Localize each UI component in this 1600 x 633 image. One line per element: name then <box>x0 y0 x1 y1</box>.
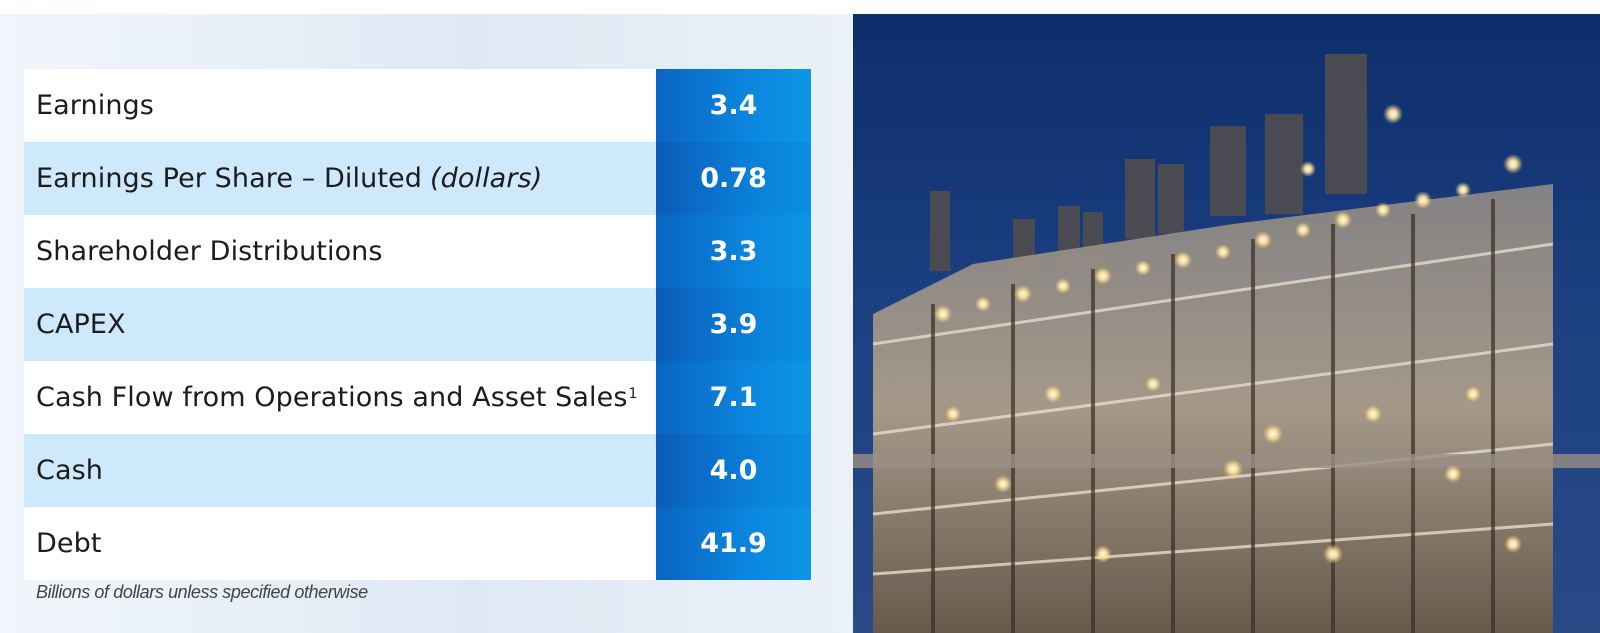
table-row: Cash Flow from Operations and Asset Sale… <box>24 361 834 434</box>
row-value: 3.4 <box>656 69 811 142</box>
refinery-illustration <box>853 14 1600 633</box>
footnote-marker: 1 <box>628 385 638 402</box>
table-row: Cash 4.0 <box>24 434 834 507</box>
row-label: Earnings Per Share – Diluted (dollars) <box>24 142 656 215</box>
table-row: Debt 41.9 <box>24 507 834 580</box>
row-value: 3.9 <box>656 288 811 361</box>
row-label: Shareholder Distributions <box>24 215 656 288</box>
row-value: 4.0 <box>656 434 811 507</box>
row-value: 7.1 <box>656 361 811 434</box>
table-row: CAPEX 3.9 <box>24 288 834 361</box>
refinery-photo <box>853 14 1600 633</box>
row-label: Earnings <box>24 69 656 142</box>
row-label: Cash <box>24 434 656 507</box>
row-value: 3.3 <box>656 215 811 288</box>
table-row: Earnings 3.4 <box>24 69 834 142</box>
table-row: Earnings Per Share – Diluted (dollars) 0.… <box>24 142 834 215</box>
row-value: 0.78 <box>656 142 811 215</box>
row-label-unit: (dollars) <box>429 163 543 194</box>
units-footnote: Billions of dollars unless specified oth… <box>36 582 368 602</box>
financial-summary-table: Earnings 3.4 Earnings Per Share – Dilute… <box>24 69 834 580</box>
row-value: 41.9 <box>656 507 811 580</box>
row-label: Debt <box>24 507 656 580</box>
row-label: Cash Flow from Operations and Asset Sale… <box>24 361 656 434</box>
summary-panel: Earnings 3.4 Earnings Per Share – Dilute… <box>0 14 853 633</box>
table-row: Shareholder Distributions 3.3 <box>24 215 834 288</box>
row-label: CAPEX <box>24 288 656 361</box>
